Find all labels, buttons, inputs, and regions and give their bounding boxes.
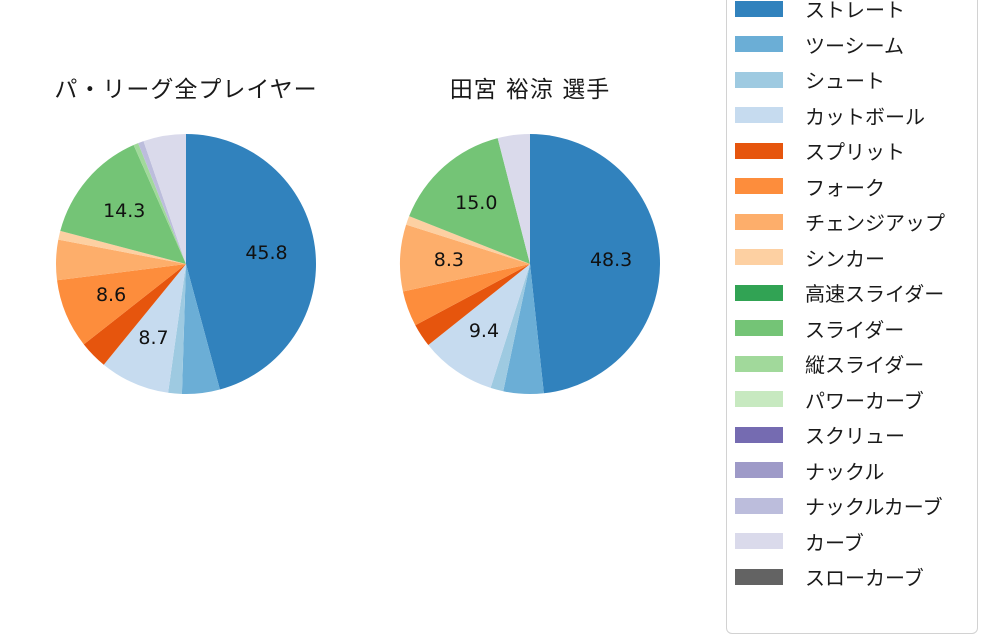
legend-item: フォーク: [735, 169, 977, 205]
pie-value-label: 8.7: [138, 327, 169, 350]
legend-item: 高速スライダー: [735, 275, 977, 311]
legend-label: スクリュー: [805, 424, 905, 449]
legend-item: カットボール: [735, 98, 977, 134]
legend-label: スプリット: [805, 140, 905, 165]
legend-swatch-icon: [735, 320, 783, 337]
legend-label: スローカーブ: [805, 566, 924, 591]
legend-swatch-icon: [735, 391, 783, 408]
pie-slice: [133, 143, 186, 264]
legend-label: フォーク: [805, 175, 885, 200]
legend-label: パワーカーブ: [805, 388, 924, 413]
pie-slice: [415, 264, 530, 345]
left-chart-title: パ・リーグ全プレイヤー: [54, 77, 318, 103]
pitch-type-comparison-figure: パ・リーグ全プレイヤー 田宮 裕涼 選手 45.8 8.7 8.6 14.3 48.3…: [54, 0, 978, 634]
pie-slice: [490, 264, 530, 392]
legend-swatch-icon: [735, 497, 783, 514]
legend-item: スローカーブ: [735, 559, 977, 595]
pie-chart-player: 48.3 9.4 8.3 15.0: [399, 133, 661, 395]
pie-value-label: 9.4: [468, 319, 500, 342]
legend-box: ストレートツーシームシュートカットボール スプリットフォークチェンジアップ シンカー…: [726, 0, 978, 634]
legend-label: カーブ: [805, 530, 864, 555]
legend-label: チェンジアップ: [805, 211, 945, 236]
legend-swatch-icon: [735, 36, 783, 53]
pie-slice: [186, 134, 317, 390]
pie-slice: [497, 134, 530, 264]
legend-swatch-icon: [735, 142, 783, 159]
legend-item: シンカー: [735, 240, 977, 276]
pie-value-label: 45.8: [245, 242, 288, 265]
legend-label: シュート: [805, 69, 885, 94]
legend-item: スプリット: [735, 133, 977, 169]
legend-swatch-icon: [735, 355, 783, 372]
legend-item: チェンジアップ: [735, 204, 977, 240]
pie-svg: [56, 134, 317, 395]
pie-slice: [406, 216, 530, 264]
pie-slice: [143, 134, 186, 264]
pie-slice: [57, 264, 186, 345]
pie-slice: [168, 264, 186, 394]
pie-slice: [402, 264, 530, 326]
legend-item: スライダー: [735, 311, 977, 347]
legend-item: ストレート: [735, 0, 977, 27]
pie-slice: [409, 138, 530, 264]
legend-item: スクリュー: [735, 417, 977, 453]
legend-item: ナックルカーブ: [735, 488, 977, 524]
legend-label: ストレート: [805, 0, 905, 23]
legend-item: シュート: [735, 62, 977, 98]
legend-label: スライダー: [805, 317, 905, 342]
pie-value-label: 8.3: [433, 249, 464, 272]
legend-item: ナックル: [735, 453, 977, 489]
pie-chart-league: 45.8 8.7 8.6 14.3: [55, 133, 317, 395]
pie-slice: [428, 264, 530, 388]
right-chart-title: 田宮 裕涼 選手: [449, 77, 611, 103]
legend-item: 縦スライダー: [735, 346, 977, 382]
pie-slice: [503, 264, 544, 395]
pie-slice: [60, 145, 186, 264]
pie-value-label: 15.0: [455, 192, 498, 215]
legend-swatch-icon: [735, 284, 783, 301]
legend-label: ナックル: [805, 459, 885, 484]
pie-value-label: 48.3: [589, 248, 633, 271]
legend-item: ツーシーム: [735, 27, 977, 63]
legend-swatch-icon: [735, 107, 783, 124]
legend-label: 縦スライダー: [805, 353, 925, 378]
pie-slice: [138, 141, 186, 264]
legend-swatch-icon: [735, 568, 783, 585]
legend-swatch-icon: [735, 213, 783, 230]
pie-slice: [530, 134, 661, 394]
legend-label: カットボール: [805, 104, 925, 129]
legend-item: カーブ: [735, 524, 977, 560]
legend-swatch-icon: [735, 249, 783, 266]
legend-swatch-icon: [735, 533, 783, 550]
legend-item: パワーカーブ: [735, 382, 977, 418]
legend-swatch-icon: [735, 178, 783, 195]
legend-swatch-icon: [735, 71, 783, 88]
legend-label: 高速スライダー: [805, 282, 945, 307]
legend-label: ツーシーム: [805, 33, 904, 58]
legend-label: シンカー: [805, 246, 885, 271]
pie-slice: [400, 224, 530, 292]
pie-slice: [83, 264, 186, 365]
pie-value-label: 8.6: [95, 284, 127, 307]
pie-slice: [103, 264, 186, 393]
pie-slice: [58, 230, 186, 264]
legend-label: ナックルカーブ: [805, 495, 943, 520]
pie-svg: [400, 134, 661, 395]
legend-swatch-icon: [735, 0, 783, 17]
pie-value-label: 14.3: [103, 200, 146, 223]
legend-list: ストレートツーシームシュートカットボール スプリットフォークチェンジアップ シンカー…: [735, 0, 977, 595]
pie-slice: [56, 239, 187, 281]
legend-swatch-icon: [735, 462, 783, 479]
legend-swatch-icon: [735, 426, 783, 443]
pie-slice: [181, 264, 220, 395]
